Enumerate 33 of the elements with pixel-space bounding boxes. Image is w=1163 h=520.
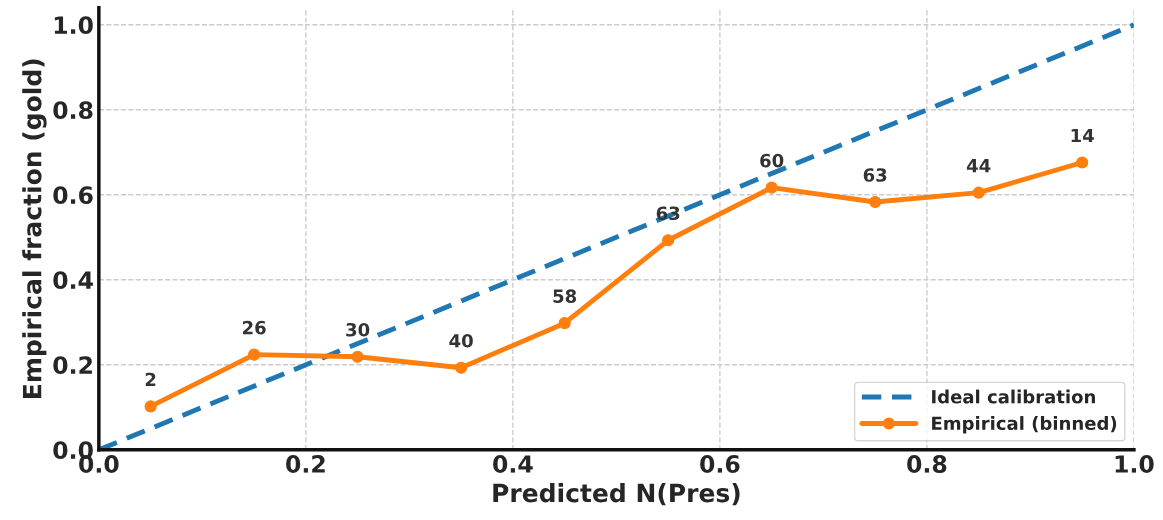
point: [558, 317, 571, 330]
point: [972, 186, 985, 199]
annotation: 63: [863, 168, 887, 182]
y-tick-label: 1.0: [54, 16, 93, 35]
annotation: 60: [760, 153, 784, 168]
point: [351, 350, 364, 363]
point: [455, 361, 468, 374]
annotation: 40: [449, 333, 473, 348]
x-axis-title: Predicted N(Pres): [493, 483, 740, 506]
y-tick-label: 0.6: [53, 186, 93, 205]
x-tick-label: 0.2: [286, 455, 325, 473]
y-tick-label: 0.2: [53, 356, 92, 375]
annotation: 58: [553, 289, 577, 303]
legend-label: Empirical (binned): [932, 416, 1117, 434]
annotation: 14: [1071, 128, 1094, 143]
x-tick-label: 0.4: [493, 455, 533, 473]
point: [1076, 156, 1089, 169]
x-tick-label: 1.0: [1115, 455, 1154, 473]
legend-label: Ideal calibration: [932, 389, 1095, 404]
annotation: 30: [346, 322, 370, 337]
annotation: 44: [966, 159, 991, 173]
annotation: 26: [242, 320, 266, 335]
point: [765, 181, 778, 194]
point: [144, 400, 157, 413]
annotation: 2: [145, 372, 156, 387]
y-tick-label: 0.4: [53, 271, 93, 290]
y-tick-label: 0.8: [53, 101, 93, 120]
x-tick-label: 0.8: [907, 455, 947, 473]
point: [248, 348, 261, 361]
x-tick-label: 0.6: [700, 455, 740, 473]
y-axis-title: Empirical fraction (gold): [22, 59, 47, 398]
point: [869, 195, 882, 209]
point: [662, 234, 675, 247]
